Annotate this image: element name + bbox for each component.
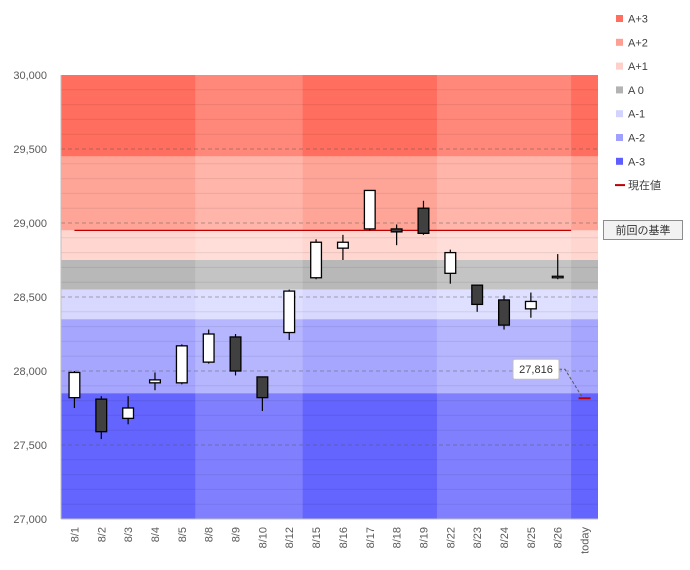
band-A+3 — [61, 75, 598, 157]
legend-swatch — [616, 110, 623, 118]
x-tick-label: 8/17 — [365, 527, 377, 548]
x-tick-label: 8/10 — [257, 527, 269, 548]
y-tick-label: 30,000 — [13, 70, 47, 82]
candle-body-up — [68, 371, 81, 399]
candle-body-up — [310, 241, 323, 279]
band-A-3 — [61, 393, 598, 519]
x-tick-label: 8/24 — [499, 527, 511, 548]
x-tick-label: 8/3 — [123, 527, 135, 542]
candle-body-down — [229, 336, 242, 372]
x-tick-label: 8/12 — [284, 527, 296, 548]
candle-body-up — [283, 290, 296, 334]
candle-body-up — [524, 300, 537, 310]
x-tick-label: 8/16 — [338, 527, 350, 548]
legend-label: 現在値 — [628, 179, 661, 192]
y-tick-label: 29,500 — [13, 144, 47, 156]
base-label-button[interactable]: 前回の基準 — [603, 220, 683, 240]
x-tick-label: 8/23 — [472, 527, 484, 548]
legend-label: A-3 — [628, 156, 645, 168]
legend-swatch — [616, 15, 623, 22]
x-tick-label: 8/22 — [445, 527, 457, 548]
legend-label: A-1 — [628, 109, 645, 121]
legend-swatch — [616, 134, 623, 141]
y-tick-label: 28,500 — [13, 292, 47, 304]
x-tick-label: 8/26 — [553, 527, 565, 548]
y-tick-label: 28,000 — [13, 366, 47, 378]
legend-swatch — [616, 62, 623, 70]
legend-label: A+2 — [628, 37, 648, 49]
legend-label: A-2 — [628, 133, 645, 145]
candle-body-up — [122, 407, 135, 420]
legend-label: A+3 — [628, 14, 648, 26]
x-tick-label: 8/5 — [177, 527, 189, 542]
legend-label: A+1 — [628, 61, 648, 73]
candle-body-up — [175, 345, 188, 384]
legend-swatch — [616, 86, 623, 94]
x-tick-label: 8/19 — [418, 527, 430, 548]
x-tick-label: today — [580, 527, 592, 554]
band-A+1 — [61, 230, 598, 260]
legend-label: A 0 — [628, 85, 644, 97]
candle-body-down — [95, 398, 108, 433]
today-callout-label: 27,816 — [519, 364, 553, 376]
candle-body-up — [336, 241, 349, 249]
today-leader-line — [559, 368, 583, 397]
candle-body-down — [498, 299, 511, 326]
y-tick-label: 27,500 — [13, 440, 47, 452]
candle-body-up — [551, 275, 564, 279]
y-tick-label: 29,000 — [13, 218, 47, 230]
candle-body-down — [390, 228, 403, 233]
candle-body-up — [202, 333, 215, 363]
x-tick-label: 8/8 — [204, 527, 216, 542]
legend-swatch — [616, 157, 623, 165]
candle-body-up — [148, 379, 161, 384]
candle-body-down — [417, 207, 430, 235]
x-tick-label: 8/18 — [392, 527, 404, 548]
x-tick-label: 8/25 — [526, 527, 538, 548]
y-tick-label: 27,000 — [13, 514, 47, 526]
candle-body-down — [471, 284, 484, 306]
candle-body-up — [444, 251, 457, 274]
x-tick-label: 8/4 — [150, 527, 162, 542]
x-tick-label: 8/1 — [69, 527, 81, 542]
band-A+2 — [61, 156, 598, 231]
legend-swatch — [616, 38, 623, 46]
candle-body-down — [256, 376, 269, 399]
candle-body-up — [363, 189, 376, 230]
today-callout-box — [512, 358, 560, 380]
x-tick-label: 8/15 — [311, 527, 323, 548]
x-tick-label: 8/2 — [96, 527, 108, 542]
band-A0 — [61, 260, 598, 290]
x-tick-label: 8/9 — [231, 527, 243, 542]
